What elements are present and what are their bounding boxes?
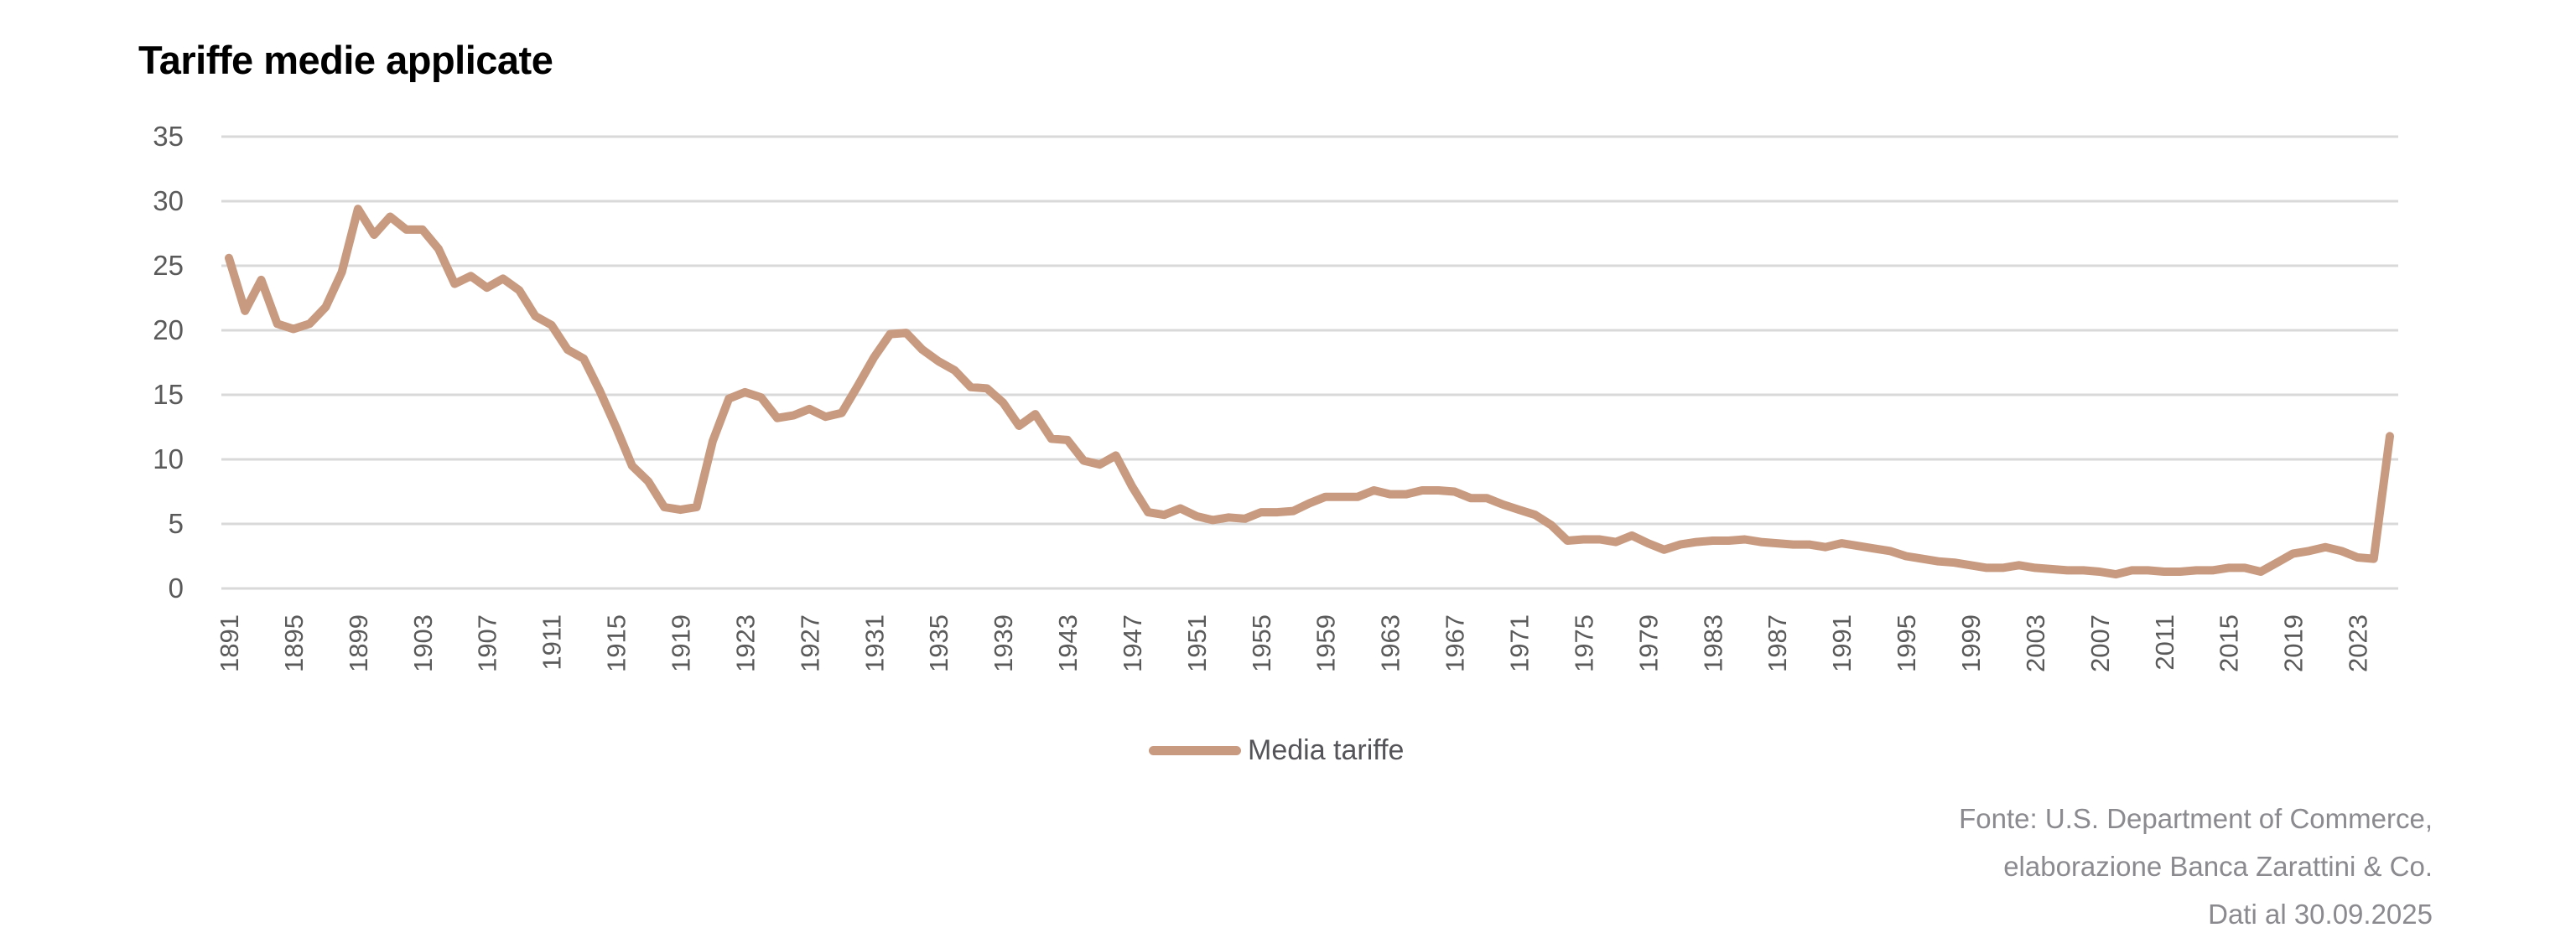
x-tick-label: 2011: [2150, 614, 2179, 671]
y-axis-ticks: 0 5 10 15 20 25 30 35: [153, 121, 184, 604]
x-tick-label: 1971: [1505, 614, 1535, 672]
x-tick-label: 1975: [1569, 614, 1598, 672]
x-tick-label: 1943: [1053, 614, 1083, 672]
x-tick-label: 1991: [1827, 614, 1857, 672]
y-tick-label: 0: [169, 573, 184, 604]
x-tick-label: 1967: [1441, 614, 1470, 672]
x-tick-label: 2007: [2085, 614, 2115, 672]
x-tick-label: 1927: [795, 614, 824, 672]
x-tick-label: 1995: [1892, 614, 1921, 672]
series-group: [225, 205, 2394, 579]
x-tick-label: 1903: [408, 614, 438, 672]
x-tick-label: 2015: [2215, 614, 2244, 672]
x-tick-label: 1919: [666, 614, 695, 672]
x-tick-label: 1951: [1182, 614, 1212, 672]
x-tick-label: 1955: [1247, 614, 1276, 672]
x-tick-label: 1987: [1763, 614, 1792, 672]
x-tick-label: 1963: [1376, 614, 1405, 672]
chart-title: Tariffe medie applicate: [138, 38, 553, 82]
legend: Media tariffe: [1149, 734, 1404, 767]
x-tick-label: 1959: [1311, 614, 1341, 672]
y-tick-label: 35: [153, 121, 184, 152]
x-tick-label: 1891: [215, 614, 244, 672]
x-tick-label: 1947: [1118, 614, 1147, 672]
legend-swatch-media-tariffe: [1149, 746, 1241, 755]
legend-label: Media tariffe: [1248, 734, 1405, 766]
source-line-1: Fonte: U.S. Department of Commerce,: [1959, 803, 2433, 834]
source-line-3: Dati al 30.09.2025: [2208, 899, 2433, 930]
x-tick-label: 1999: [1956, 614, 1986, 672]
x-tick-label: 2019: [2279, 614, 2309, 672]
series-line-media-tariffe: [225, 205, 2394, 579]
y-tick-label: 20: [153, 314, 184, 345]
gridlines: [221, 135, 2398, 590]
x-tick-label: 2023: [2344, 614, 2373, 672]
source-note: Fonte: U.S. Department of Commerce, elab…: [1959, 795, 2433, 938]
source-line-2: elaborazione Banca Zarattini & Co.: [2003, 851, 2433, 882]
x-tick-label: 1895: [279, 614, 309, 672]
x-tick-label: 1939: [989, 614, 1018, 672]
x-tick-label: 1931: [860, 614, 889, 672]
x-tick-label: 1915: [602, 614, 631, 672]
x-tick-label: 1935: [924, 614, 953, 672]
x-tick-label: 2003: [2021, 614, 2050, 672]
x-tick-label: 1983: [1698, 614, 1727, 672]
x-tick-label: 1923: [730, 614, 760, 672]
y-tick-label: 25: [153, 250, 184, 281]
y-tick-label: 5: [169, 508, 184, 539]
x-tick-label: 1979: [1633, 614, 1663, 672]
y-tick-label: 10: [153, 443, 184, 474]
y-tick-label: 15: [153, 379, 184, 410]
x-tick-label: 1907: [473, 614, 502, 672]
y-tick-label: 30: [153, 185, 184, 216]
x-tick-label: 1911: [538, 614, 567, 671]
x-tick-label: 1899: [344, 614, 373, 672]
x-axis-ticks: 1891 1895 1899 1903 1907 1911 1915 1919 1923 1927…: [215, 614, 2373, 672]
